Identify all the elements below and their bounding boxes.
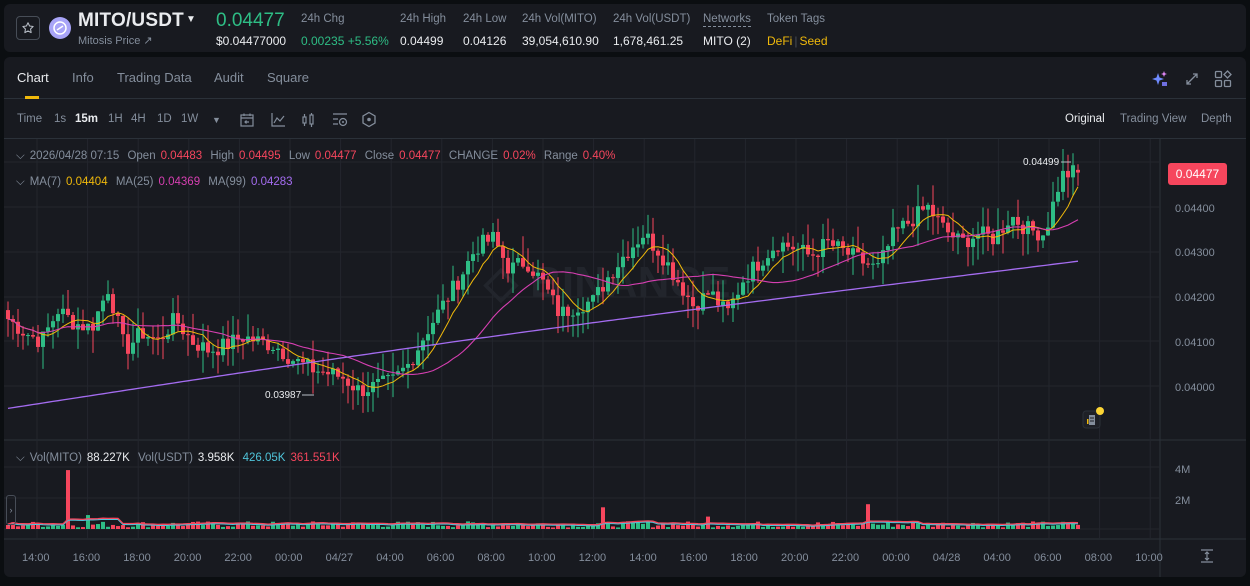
price-axis-label: 0.04000 [1175, 382, 1215, 394]
timeframe-1s[interactable]: 1s [54, 113, 67, 125]
timeframe-1h[interactable]: 1H [108, 113, 123, 125]
current-price-tag: 0.04477 [1168, 163, 1227, 185]
tab-audit[interactable]: Audit [214, 70, 244, 85]
time-axis-label: 16:00 [72, 552, 101, 564]
price-axis-label: 0.04400 [1175, 203, 1215, 215]
time-axis-label: 00:00 [275, 552, 303, 564]
stat-24h-change: 24h Chg 0.00235 +5.56% [301, 13, 389, 48]
chart-tabs: Chart Info Trading Data Audit Square [4, 57, 1246, 99]
stat-24h-low: 24h Low 0.04126 [463, 13, 507, 48]
calendar-goto-icon[interactable] [239, 112, 255, 128]
usd-price: $0.04477000 [216, 34, 287, 48]
time-axis-label: 06:00 [1034, 552, 1062, 564]
timeframe-15m[interactable]: 15m [75, 113, 99, 125]
time-axis-label: 04/28 [932, 552, 961, 564]
stat-24h-vol-usdt: 24h Vol(USDT) 1,678,461.25 [613, 13, 691, 48]
time-axis-label: 04/27 [325, 552, 354, 564]
timeframe-1d[interactable]: 1D [157, 113, 172, 125]
ai-sparkle-icon[interactable] [1152, 71, 1168, 87]
symbol-selector[interactable]: MITO/USDT [78, 10, 184, 31]
time-axis-label: 14:00 [22, 552, 50, 564]
auto-scale-icon[interactable] [1199, 548, 1215, 564]
tag-seed[interactable]: Seed [799, 34, 828, 48]
last-price: 0.04477 [216, 10, 285, 31]
fullscreen-icon[interactable] [1184, 71, 1200, 87]
ma-legend: ⌵ MA(7) 0.04404 MA(25) 0.04369 MA(99) 0.0428… [16, 176, 293, 188]
ohlc-legend: ⌵ 2026/04/28 07:15 Open 0.04483 High 0.0449… [16, 150, 616, 162]
view-depth[interactable]: Depth [1201, 113, 1232, 125]
volume-legend: ⌵ Vol(MITO) 88.227K Vol(USDT) 3.958K 426.05… [16, 452, 340, 464]
tab-square[interactable]: Square [267, 70, 309, 85]
high-marker-label: 0.04499 [1023, 157, 1060, 168]
time-axis-label: 22:00 [224, 552, 252, 564]
time-label: Time [17, 113, 43, 125]
time-axis-label: 04:00 [983, 552, 1011, 564]
time-axis-label: 00:00 [882, 552, 910, 564]
price-axis-label: 0.04200 [1175, 292, 1215, 304]
candlestick-chart[interactable]: ◇ BINANCE [4, 57, 1246, 577]
time-axis-label: 20:00 [173, 552, 202, 564]
indicator-chart-icon[interactable] [270, 112, 286, 128]
time-axis-label: 20:00 [781, 552, 809, 564]
timeframe-dropdown-icon[interactable]: ▼ [212, 115, 221, 125]
time-axis-label: 06:00 [426, 552, 455, 564]
layout-grid-icon[interactable] [1214, 70, 1232, 88]
time-axis-label: 10:00 [1135, 552, 1163, 564]
ticker-header: MITO/USDT ▼ Mitosis Price ↗ 0.04477 $0.0… [4, 4, 1246, 52]
tab-chart[interactable]: Chart [17, 70, 49, 85]
tab-info[interactable]: Info [72, 70, 94, 85]
tag-defi[interactable]: DeFi [767, 34, 793, 48]
time-axis-label: 08:00 [1084, 552, 1113, 564]
time-axis-label: 04:00 [376, 552, 404, 564]
stat-token-tags: Token Tags DeFi | Seed [767, 13, 828, 48]
chart-panel: Chart Info Trading Data Audit Square Tim… [4, 57, 1246, 577]
news-notification-icon[interactable] [1082, 405, 1106, 429]
mito-coin-icon [49, 17, 71, 39]
time-axis-label: 22:00 [831, 552, 860, 564]
stat-networks[interactable]: Networks MITO (2) [703, 13, 751, 48]
stat-24h-high: 24h High 0.04499 [400, 13, 447, 48]
time-axis-label: 18:00 [123, 552, 151, 564]
project-price-link[interactable]: Mitosis Price ↗ [78, 35, 153, 47]
volume-axis-label: 4M [1175, 464, 1191, 476]
stat-24h-vol-mito: 24h Vol(MITO) 39,054,610.90 [522, 13, 599, 48]
caret-down-icon[interactable]: ▼ [186, 14, 196, 25]
time-axis-label: 08:00 [477, 552, 505, 564]
price-axis-label: 0.04300 [1175, 247, 1215, 259]
view-trading-view[interactable]: Trading View [1120, 113, 1187, 125]
chart-settings-icon[interactable] [331, 112, 349, 128]
expand-panel-handle[interactable]: › [6, 495, 16, 525]
hexagon-settings-icon[interactable] [361, 111, 377, 128]
collapse-chevron-icon[interactable]: ⌵ [16, 452, 25, 464]
volume-axis-label: 2M [1175, 495, 1191, 507]
time-axis-label: 14:00 [629, 552, 657, 564]
tab-trading-data[interactable]: Trading Data [117, 70, 192, 85]
price-axis-label: 0.04100 [1175, 337, 1215, 349]
timeframe-1w[interactable]: 1W [181, 113, 199, 125]
star-icon [22, 22, 34, 34]
time-axis-label: 12:00 [578, 552, 607, 564]
timeframe-4h[interactable]: 4H [131, 113, 146, 125]
time-axis-label: 16:00 [679, 552, 708, 564]
time-axis-label: 18:00 [730, 552, 758, 564]
view-original[interactable]: Original [1065, 113, 1105, 125]
chart-toolbar: Time 1s 15m 1H 4H 1D 1W ▼ Original Tradi… [4, 100, 1246, 139]
low-marker-label: 0.03987 [265, 390, 302, 401]
collapse-chevron-icon[interactable]: ⌵ [16, 150, 25, 162]
active-tab-indicator [25, 96, 39, 99]
time-axis-label: 10:00 [528, 552, 556, 564]
candlestick-type-icon[interactable] [300, 112, 316, 128]
favorite-button[interactable] [16, 16, 40, 40]
collapse-chevron-icon[interactable]: ⌵ [16, 176, 25, 188]
